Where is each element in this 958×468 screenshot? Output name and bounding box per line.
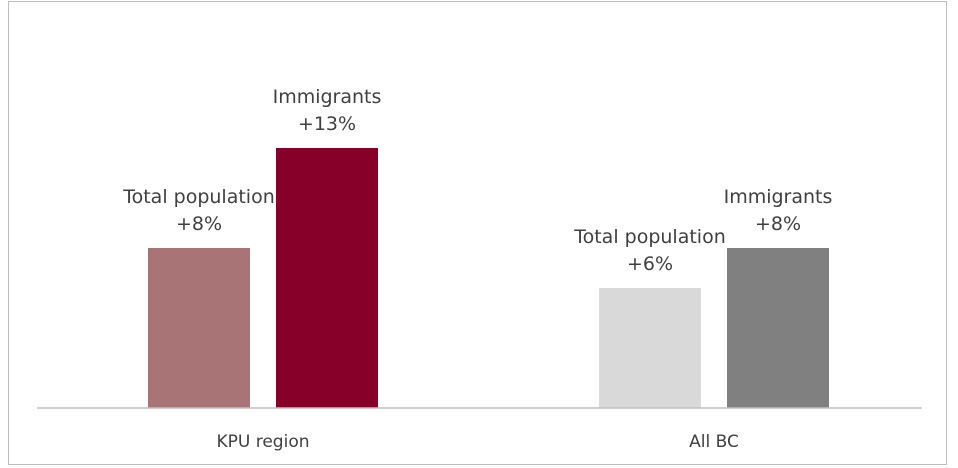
bar-all-bc-immigrants <box>727 248 829 408</box>
data-label-series: Immigrants <box>273 86 382 108</box>
data-label-value: +8% <box>755 213 801 235</box>
bars-layer <box>148 148 829 408</box>
data-label-series: Total population <box>573 226 726 248</box>
category-labels-layer: KPU region All BC <box>216 432 738 452</box>
bar-kpu-region-immigrants <box>276 148 378 408</box>
data-label-value: +6% <box>627 253 673 275</box>
bar-kpu-region-total-population <box>148 248 250 408</box>
category-label: All BC <box>689 432 739 452</box>
bar-all-bc-total-population <box>599 288 701 408</box>
data-label-value: +13% <box>298 113 356 135</box>
category-label: KPU region <box>216 432 309 452</box>
data-label-series: Total population <box>122 186 275 208</box>
data-labels-layer: Total population +8% Immigrants +13% Total p… <box>122 86 832 275</box>
data-label-value: +8% <box>176 213 222 235</box>
data-label-series: Immigrants <box>724 186 833 208</box>
